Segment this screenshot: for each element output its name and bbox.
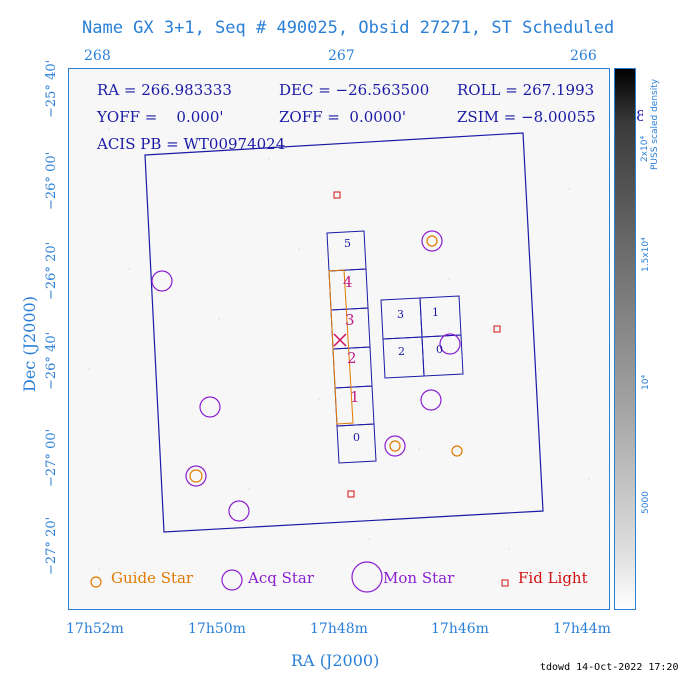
acq-star-icon [228, 500, 250, 522]
x-tick-label: 17h52m [66, 621, 124, 637]
footer-timestamp: tdowd 14-Oct-2022 17:20 [540, 662, 679, 673]
colorbar-tick: 1.5x10⁴ [641, 237, 651, 272]
guide-star-icon [389, 440, 401, 452]
acq-star-icon [151, 270, 173, 292]
y-tick-label: −26° 00' [44, 151, 59, 210]
fid-light-icon [493, 325, 501, 333]
y-tick-label: −25° 40' [44, 59, 59, 118]
y-tick-label: −27° 00' [44, 428, 59, 487]
dec-value: DEC = −26.563500 [279, 81, 430, 99]
colorbar-title: PUSS scaled density [650, 78, 660, 170]
fid-light-icon [333, 191, 341, 199]
target-marker-icon [333, 333, 347, 347]
colorbar-tick: 10⁴ [641, 374, 651, 390]
acq-star-icon [185, 465, 207, 487]
legend-fid-light: Fid Light [518, 569, 588, 587]
zoff-value: ZOFF = 0.0000' [279, 108, 407, 126]
acis-pb-value: ACIS PB = WT00974024 [97, 135, 286, 153]
guide-star-icon [426, 235, 438, 247]
y-tick-label: −26° 20' [44, 241, 59, 300]
y-tick-label: −26° 40' [44, 331, 59, 390]
acq-star-icon [420, 389, 442, 411]
fid-light-legend-icon [501, 579, 509, 587]
chip-label-s0: 0 [353, 431, 360, 444]
colorbar-title-top: 2x10⁴ [640, 135, 650, 162]
acq-star-icon [384, 435, 406, 457]
chip-label-i1: 1 [432, 306, 439, 319]
chip-label-s1: 1 [350, 388, 360, 406]
y-axis-title: Dec (J2000) [20, 296, 39, 392]
chip-label-i2: 2 [398, 345, 405, 358]
fid-lights [333, 191, 501, 498]
field-of-view-outline [144, 132, 544, 533]
chip-label-s3: 3 [345, 311, 355, 329]
zsim-value: ZSIM = −8.00055 [457, 108, 596, 126]
legend-guide-star: Guide Star [111, 569, 194, 587]
acq-star-icon [439, 333, 461, 355]
chip-label-i3: 3 [397, 308, 404, 321]
guide-star-icon [451, 445, 463, 457]
x-axis-title: RA (J2000) [291, 651, 380, 670]
top-tick-267: 267 [328, 48, 355, 64]
guide-stars [189, 235, 463, 483]
acis-s-array [326, 230, 377, 464]
y-tick-label: −27° 20' [44, 516, 59, 575]
legend-mon-star: Mon Star [383, 569, 455, 587]
chip-label-s5: 5 [344, 237, 351, 250]
roll-value: ROLL = 267.1993 [457, 81, 595, 99]
colorbar-tick: 5000 [641, 491, 651, 514]
guide-star-legend-icon [90, 576, 102, 588]
legend-acq-star: Acq Star [248, 569, 315, 587]
x-tick-label: 17h44m [553, 621, 611, 637]
acq-star-icon [421, 230, 443, 252]
field-overlay-svg [88, 88, 590, 593]
fid-light-icon [347, 490, 355, 498]
ra-value: RA = 266.983333 [97, 81, 232, 99]
x-tick-label: 17h48m [310, 621, 368, 637]
top-tick-266: 266 [570, 48, 597, 64]
x-tick-label: 17h46m [431, 621, 489, 637]
chip-label-s4: 4 [343, 273, 353, 291]
top-tick-268: 268 [84, 48, 111, 64]
sky-field-plot: 5 4 3 2 1 0 3 1 2 0 RA = 266.983333 DEC … [68, 68, 610, 610]
acis-i-array [380, 295, 464, 379]
chip-label-i0: 0 [436, 343, 443, 356]
acq-stars [151, 230, 461, 522]
acq-star-icon [199, 396, 221, 418]
plot-title: Name GX 3+1, Seq # 490025, Obsid 27271, … [82, 18, 615, 38]
colorbar [614, 68, 636, 610]
x-tick-label: 17h50m [188, 621, 246, 637]
yoff-value: YOFF = 0.000' [97, 108, 224, 126]
sky-noise [88, 88, 590, 570]
acq-star-legend-icon [221, 569, 243, 591]
mon-star-legend-icon [351, 561, 383, 593]
guide-star-icon [189, 469, 203, 483]
chip-label-s2: 2 [347, 349, 357, 367]
aimpoint-region [328, 269, 354, 425]
